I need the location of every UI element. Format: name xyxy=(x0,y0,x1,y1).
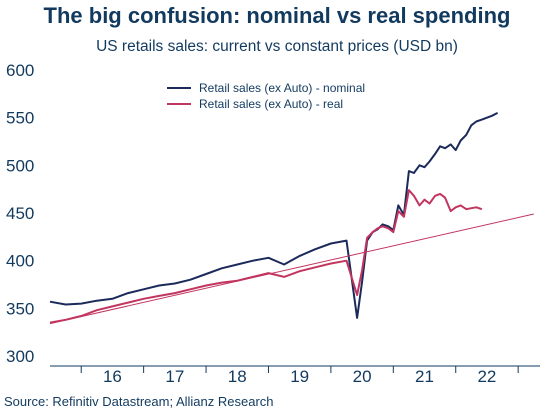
x-tick-label: 20 xyxy=(353,367,372,386)
y-tick-label: 300 xyxy=(6,347,34,366)
series-line-nominal xyxy=(49,112,499,319)
chart-title: The big confusion: nominal vs real spend… xyxy=(43,3,511,28)
y-tick-label: 350 xyxy=(6,299,34,318)
legend-label: Retail sales (ex Auto) - real xyxy=(199,97,343,111)
x-tick-label: 18 xyxy=(228,367,247,386)
y-tick-label: 600 xyxy=(6,61,34,80)
x-axis: 16 17 18 19 20 21 22 xyxy=(50,365,540,386)
chart-subtitle: US retails sales: current vs constant pr… xyxy=(96,38,458,55)
x-tick-label: 21 xyxy=(415,367,434,386)
legend-label: Retail sales (ex Auto) - nominal xyxy=(199,81,365,95)
y-tick-label: 450 xyxy=(6,204,34,223)
y-tick-label: 400 xyxy=(6,252,34,271)
legend: Retail sales (ex Auto) - nominal Retail s… xyxy=(167,81,365,111)
trend-line xyxy=(49,213,534,325)
x-tick-label: 22 xyxy=(477,367,496,386)
x-tick-label: 16 xyxy=(103,367,122,386)
y-tick-label: 500 xyxy=(6,156,34,175)
y-tick-label: 550 xyxy=(6,109,34,128)
x-tick-label: 17 xyxy=(165,367,184,386)
x-tick-label: 19 xyxy=(290,367,309,386)
series-line-real xyxy=(49,189,483,324)
source-note: Source: Refinitiv Datastream; Allianz Re… xyxy=(4,394,274,409)
series-group xyxy=(49,112,534,325)
y-axis: 300 350 400 450 500 550 600 xyxy=(6,61,34,366)
